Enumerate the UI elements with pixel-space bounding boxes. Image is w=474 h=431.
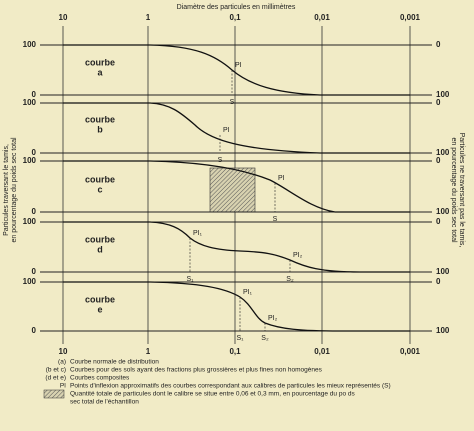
legend-key: (b et c) (46, 367, 66, 374)
panel-label: courbe (85, 57, 115, 67)
axis-label: 0,01 (314, 347, 330, 356)
s-label: S₁ (236, 335, 244, 342)
s-label: S₂ (261, 335, 269, 342)
right-tick: 0 (436, 40, 441, 49)
curve (63, 102, 410, 154)
right-label-line: Particules ne traversant pas le tamis, (458, 133, 465, 248)
right-tick: 100 (436, 207, 450, 216)
panel-label: courbe (85, 294, 115, 304)
axis-label: 10 (59, 347, 68, 356)
right-label-line: en pourcentage du poids sec total (450, 137, 457, 243)
left-tick: 0 (32, 267, 37, 276)
left-tick: 0 (32, 207, 37, 216)
curve (63, 44, 410, 96)
curve (63, 160, 410, 213)
legend-text: Quantité totale de particules dont le ca… (70, 391, 355, 398)
right-label: Particules ne traversant pas le tamis,en… (450, 133, 465, 248)
axis-label: 1 (146, 13, 151, 22)
left-tick: 100 (23, 217, 37, 226)
left-tick: 100 (23, 156, 37, 165)
pi-label: PI₁ (193, 230, 203, 237)
right-tick: 0 (436, 156, 441, 165)
left-tick: 0 (32, 90, 37, 99)
panel-letter: e (97, 304, 102, 314)
panel-letter: a (97, 67, 103, 77)
left-tick: 100 (23, 277, 37, 286)
s-label: S₂ (286, 276, 294, 283)
legend-text: Points d'inflexion approximatifs des cou… (70, 383, 391, 390)
panel-letter: b (97, 124, 103, 134)
panel-label: courbe (85, 234, 115, 244)
pi-label: PI₂ (293, 252, 303, 259)
right-tick: 0 (436, 277, 441, 286)
panel-label: courbe (85, 114, 115, 124)
axis-label: 10 (59, 13, 68, 22)
panel-letter: c (97, 184, 102, 194)
legend-text: Courbe normale de distribution (70, 359, 159, 366)
left-tick: 100 (23, 98, 37, 107)
left-label: Particules traversant le tamis,en pource… (3, 137, 18, 243)
pi-label: PI (223, 127, 230, 134)
curve (63, 221, 410, 273)
axis-label: 0,01 (314, 13, 330, 22)
axis-label: 0,001 (400, 347, 421, 356)
panel-label: courbe (85, 174, 115, 184)
axis-label: 0,001 (400, 13, 421, 22)
left-label-line: Particules traversant le tamis, (3, 144, 10, 236)
pi-label: PI₁ (243, 289, 253, 296)
pi-label: PI₂ (268, 315, 278, 322)
legend-text: Courbes composites (70, 375, 130, 382)
left-tick: 0 (32, 326, 37, 335)
axis-label: 0,1 (229, 347, 241, 356)
hatched-area (209, 167, 256, 213)
legend-key: (a) (58, 359, 66, 366)
s-label: S (273, 216, 278, 223)
legend-key: (d et e) (45, 375, 66, 382)
left-label-line: en pourcentage du poids sec total (11, 137, 18, 243)
left-tick: 100 (23, 40, 37, 49)
title: Diamètre des particules en millimètres (177, 4, 296, 11)
panel-letter: d (97, 244, 103, 254)
axis-label: 0,1 (229, 13, 241, 22)
pi-label: PI (278, 175, 285, 182)
pi-label: PI (235, 62, 242, 69)
legend-key: PI (60, 383, 66, 390)
legend-hatch (43, 389, 65, 399)
legend-text: Courbes pour des sols ayant des fraction… (70, 367, 323, 374)
s-label: S₁ (186, 276, 194, 283)
s-label: S (230, 99, 235, 106)
right-tick: 100 (436, 148, 450, 157)
right-tick: 100 (436, 326, 450, 335)
curve (63, 281, 410, 332)
axis-label: 1 (146, 347, 151, 356)
right-tick: 100 (436, 267, 450, 276)
right-tick: 100 (436, 90, 450, 99)
left-tick: 0 (32, 148, 37, 157)
right-tick: 0 (436, 98, 441, 107)
right-tick: 0 (436, 217, 441, 226)
legend-text: sec total de l'échantillon (70, 399, 139, 406)
s-label: S (218, 157, 223, 164)
